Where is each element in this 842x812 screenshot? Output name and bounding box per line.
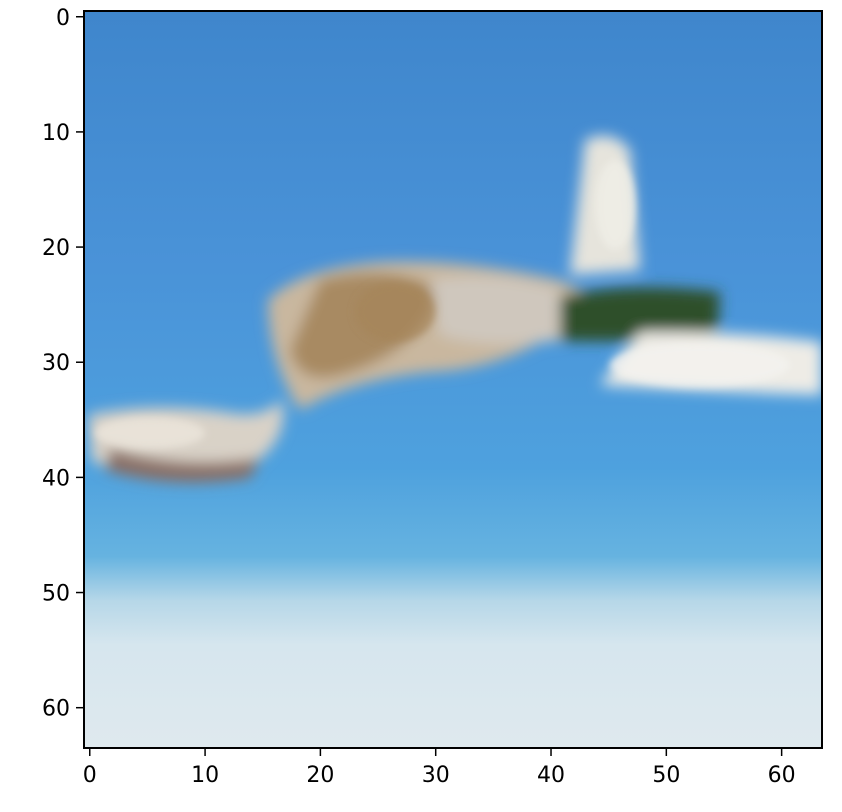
- y-axis: 0 10 20 30 40 50 60: [42, 6, 84, 722]
- x-tick-label: 10: [191, 763, 219, 788]
- y-tick-label: 30: [42, 351, 70, 376]
- x-tick-label: 40: [537, 763, 565, 788]
- photo-image: [84, 11, 822, 748]
- y-tick-label: 10: [42, 121, 70, 146]
- plot-frame: [83, 10, 823, 749]
- y-tick-label: 50: [42, 582, 70, 607]
- x-tick-label: 60: [768, 763, 796, 788]
- y-tick-label: 60: [42, 697, 70, 722]
- x-tick-label: 30: [422, 763, 450, 788]
- y-tick-label: 20: [42, 236, 70, 261]
- x-tick-label: 20: [306, 763, 334, 788]
- y-tick-label: 0: [56, 6, 70, 31]
- y-tick-label: 40: [42, 466, 70, 491]
- x-tick-label: 0: [83, 763, 97, 788]
- x-axis: 0 10 20 30 40 50 60: [83, 748, 796, 788]
- x-tick-label: 50: [652, 763, 680, 788]
